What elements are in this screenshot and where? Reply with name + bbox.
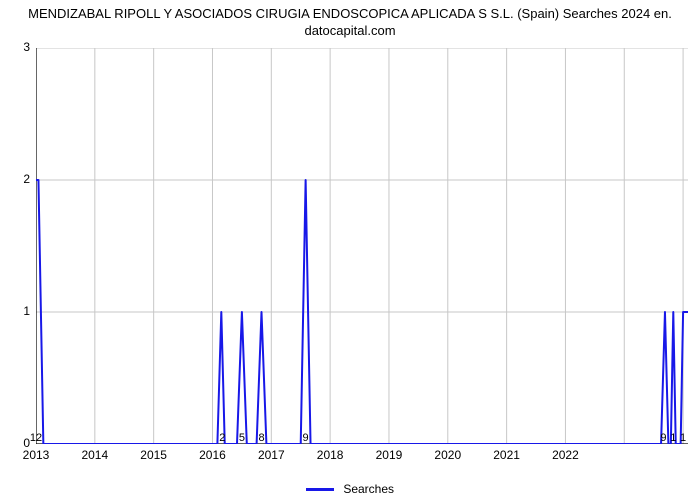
value-label: 1	[670, 432, 676, 444]
chart-title-line2: datocapital.com	[304, 23, 395, 38]
value-label: 5	[239, 432, 245, 444]
plot-area	[36, 48, 688, 444]
xtick-label: 2016	[199, 448, 226, 462]
ytick-label: 1	[6, 304, 30, 318]
legend-label: Searches	[343, 482, 394, 496]
legend: Searches	[0, 482, 700, 496]
value-label: 2	[219, 432, 225, 444]
value-label: 1	[680, 432, 686, 444]
chart-title-line1: MENDIZABAL RIPOLL Y ASOCIADOS CIRUGIA EN…	[28, 6, 672, 21]
xtick-label: 2015	[140, 448, 167, 462]
chart-svg	[36, 48, 688, 444]
ytick-label: 2	[6, 172, 30, 186]
xtick-label: 2022	[552, 448, 579, 462]
xtick-label: 2013	[23, 448, 50, 462]
xtick-label: 2019	[376, 448, 403, 462]
value-label: 8	[258, 432, 264, 444]
value-label: 12	[30, 432, 42, 444]
value-label: 9	[660, 432, 666, 444]
xtick-label: 2014	[81, 448, 108, 462]
chart-container: MENDIZABAL RIPOLL Y ASOCIADOS CIRUGIA EN…	[0, 0, 700, 500]
xtick-label: 2018	[317, 448, 344, 462]
xtick-label: 2020	[434, 448, 461, 462]
chart-title: MENDIZABAL RIPOLL Y ASOCIADOS CIRUGIA EN…	[0, 6, 700, 40]
xtick-label: 2017	[258, 448, 285, 462]
ytick-label: 3	[6, 40, 30, 54]
xtick-label: 2021	[493, 448, 520, 462]
legend-swatch	[306, 488, 334, 491]
value-label: 9	[303, 432, 309, 444]
